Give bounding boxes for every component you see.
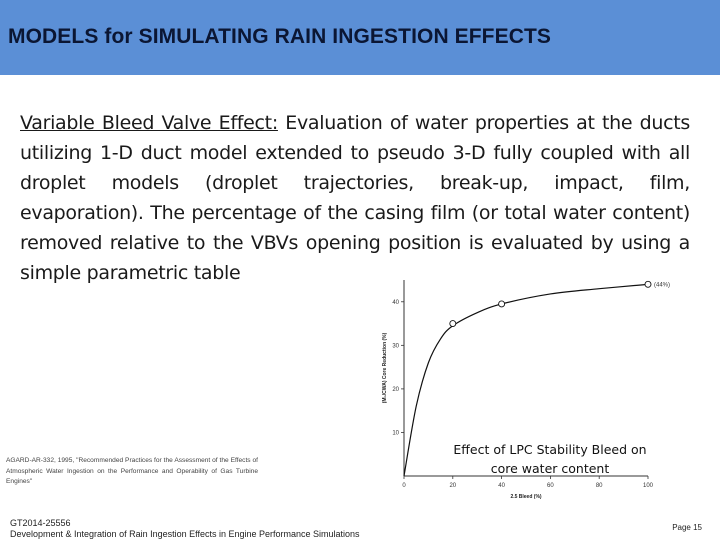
chart-axes	[403, 280, 648, 477]
slide-title: MODELS for SIMULATING RAIN INGESTION EFF…	[8, 25, 552, 48]
data-point	[449, 320, 457, 328]
x-tick-label: 80	[596, 483, 603, 489]
x-axis-label: 2.5 Bleed (%)	[510, 494, 541, 500]
bleed-chart: 0 20 40 60 80 100 10 20 30 40 2.5 Bleed (%) (M₀/C…	[382, 280, 670, 500]
body-paragraph: Variable Bleed Valve Effect: Evaluation …	[20, 108, 690, 288]
chart-ticks: 0 20 40 60 80 100 10 20 30 40	[392, 300, 653, 489]
y-axis-label: (M₀/CWA) Core Reduction (%)	[382, 332, 388, 403]
page-number: Page 15	[672, 523, 702, 532]
data-point	[644, 280, 652, 288]
x-tick-label: 60	[547, 483, 554, 489]
x-tick-label: 0	[402, 483, 406, 489]
x-tick-label: 100	[643, 483, 654, 489]
y-tick-label: 10	[392, 430, 399, 436]
max-annotation: (44%)	[654, 282, 670, 288]
body-text: Evaluation of water properties at the du…	[20, 112, 690, 284]
chart-caption: Effect of LPC Stability Bleed on core wa…	[430, 440, 670, 478]
reference-note: AGARD-AR-332, 1995, "Recommended Practic…	[6, 457, 258, 485]
y-tick-label: 30	[392, 343, 399, 349]
x-tick-label: 40	[498, 483, 505, 489]
x-tick-label: 20	[449, 483, 456, 489]
title-bar: MODELS for SIMULATING RAIN INGESTION EFF…	[0, 0, 720, 75]
caption-line-2: core water content	[490, 461, 610, 476]
y-tick-label: 40	[392, 300, 399, 306]
paper-title: Development & Integration of Rain Ingest…	[10, 529, 360, 539]
caption-line-1: Effect of LPC Stability Bleed on	[453, 442, 647, 457]
chart-marks	[403, 280, 652, 477]
data-point	[498, 300, 506, 308]
footer-info: GT2014-25556 Development & Integration o…	[10, 518, 360, 540]
y-tick-label: 20	[392, 387, 399, 393]
paper-id: GT2014-25556	[10, 518, 71, 528]
curve-line	[403, 283, 649, 477]
lead-phrase: Variable Bleed Valve Effect:	[20, 112, 278, 134]
